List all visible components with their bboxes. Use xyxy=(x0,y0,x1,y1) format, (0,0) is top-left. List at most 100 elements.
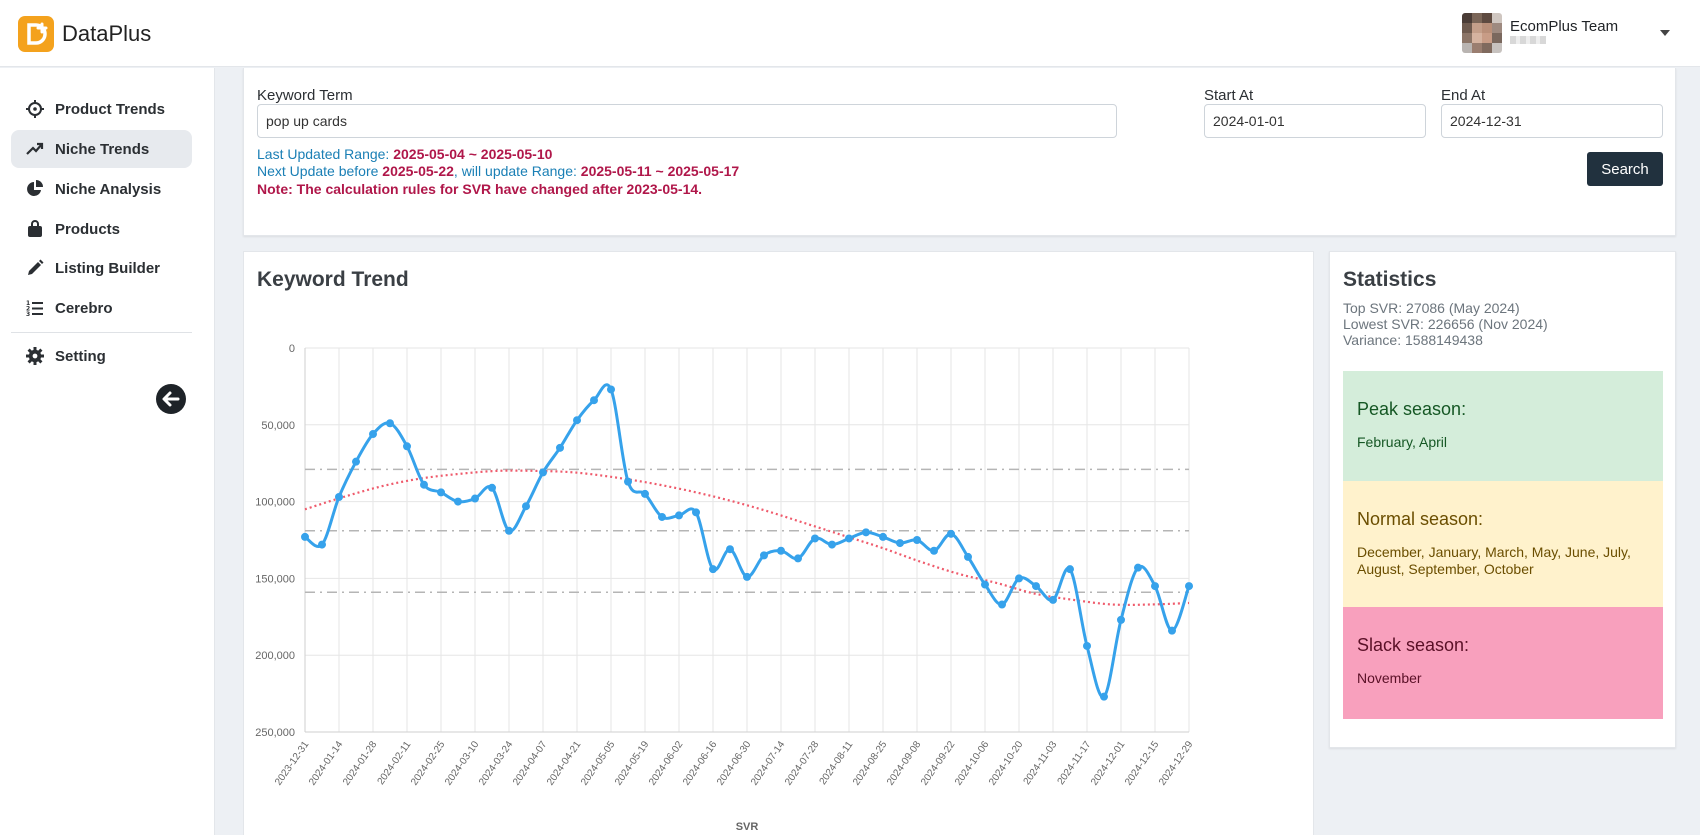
shopping-bag-icon xyxy=(28,220,42,237)
keyword-trend-card: Keyword Trend 0 50,000 100,000 150,000 200,0… xyxy=(243,251,1314,835)
sidebar-item-listing-builder[interactable]: Listing Builder xyxy=(11,249,192,287)
svr-data-point xyxy=(301,532,309,541)
svr-data-point xyxy=(1083,641,1091,650)
normal-season-title: Normal season: xyxy=(1357,509,1484,529)
slack-season-box: Slack season: November xyxy=(1343,607,1663,719)
x-tick-label: 2024-11-17 xyxy=(1056,739,1094,787)
start-at-label: Start At xyxy=(1204,87,1254,104)
svr-data-point xyxy=(879,532,887,541)
last-updated-line: Last Updated Range: 2025-05-04 ~ 2025-05… xyxy=(257,146,552,162)
sidebar-item-label: Niche Analysis xyxy=(55,180,162,198)
sidebar-item-label: Listing Builder xyxy=(55,259,160,277)
svr-data-point xyxy=(896,539,904,548)
dataplus-logo-icon[interactable] xyxy=(18,16,54,52)
sidebar-item-label: Niche Trends xyxy=(55,140,150,158)
x-tick-label: 2024-06-16 xyxy=(681,739,720,788)
peak-season-box: Peak season: February, April xyxy=(1343,371,1663,481)
pie-chart-icon xyxy=(27,180,43,196)
arrow-left-icon xyxy=(162,391,180,407)
svr-data-point xyxy=(386,419,394,428)
will-update-label: , will update Range: xyxy=(453,163,581,179)
keyword-input[interactable] xyxy=(257,104,1117,138)
svr-data-point xyxy=(641,489,649,498)
y-tick-label: 250,000 xyxy=(255,727,295,739)
x-tick-label: 2024-03-10 xyxy=(443,739,482,788)
x-tick-label: 2024-01-28 xyxy=(341,739,380,788)
svr-data-point xyxy=(845,534,853,543)
statistics-title: Statistics xyxy=(1343,268,1437,291)
sidebar-item-setting[interactable]: Setting xyxy=(11,337,192,375)
slack-season-months: November xyxy=(1357,670,1422,686)
svr-data-point xyxy=(556,443,564,452)
search-button[interactable]: Search xyxy=(1587,152,1663,186)
variance: Variance: 1588149438 xyxy=(1343,332,1483,348)
x-tick-label: 2024-08-11 xyxy=(818,739,856,787)
svr-data-point xyxy=(539,468,547,477)
sidebar: Product Trends Niche Trends Niche Analys… xyxy=(0,68,215,835)
top-bar: DataPlus EcomPlus Team xyxy=(0,0,1700,67)
svr-data-point xyxy=(1100,692,1108,701)
svr-data-point xyxy=(471,494,479,503)
x-tick-label: 2024-03-24 xyxy=(477,739,516,788)
slack-season-title: Slack season: xyxy=(1357,635,1470,655)
svr-data-point xyxy=(1134,563,1142,572)
x-tick-label: 2024-09-08 xyxy=(885,739,924,788)
keyword-trend-chart[interactable]: 0 50,000 100,000 150,000 200,000 250,0002023-… xyxy=(244,302,1315,835)
user-name[interactable]: EcomPlus Team xyxy=(1510,18,1619,35)
svr-data-point xyxy=(505,526,513,535)
x-tick-label: 2024-10-20 xyxy=(987,739,1026,788)
svr-data-point xyxy=(760,551,768,560)
svr-data-point xyxy=(930,546,938,555)
svr-data-point xyxy=(335,492,343,501)
sidebar-item-product-trends[interactable]: Product Trends xyxy=(11,90,192,128)
x-tick-label: 2024-02-25 xyxy=(409,739,448,788)
will-update-range: 2025-05-11 ~ 2025-05-17 xyxy=(580,163,740,179)
x-tick-label: 2024-04-21 xyxy=(545,739,584,788)
collapse-sidebar-button[interactable] xyxy=(156,384,186,414)
end-at-label: End At xyxy=(1441,87,1486,104)
x-tick-label: 2024-04-07 xyxy=(511,739,550,788)
calculation-note: Note: The calculation rules for SVR have… xyxy=(257,181,703,197)
x-tick-label: 2024-07-14 xyxy=(749,739,788,788)
pencil-icon xyxy=(28,259,44,275)
x-tick-label: 2024-02-11 xyxy=(376,739,414,787)
svr-data-point xyxy=(964,552,972,561)
avatar[interactable] xyxy=(1462,13,1502,53)
svr-data-point xyxy=(522,502,530,511)
x-tick-label: 2024-12-29 xyxy=(1157,739,1196,788)
svr-data-point xyxy=(709,565,717,574)
svr-data-point xyxy=(981,580,989,589)
svr-data-point xyxy=(590,396,598,405)
svr-data-point xyxy=(777,546,785,555)
x-tick-label: 2024-06-30 xyxy=(715,739,754,788)
x-tick-label: 2024-01-14 xyxy=(307,739,346,788)
list-icon: 123 xyxy=(26,300,43,318)
sidebar-item-niche-trends[interactable]: Niche Trends xyxy=(11,130,192,168)
end-at-input[interactable] xyxy=(1441,104,1663,138)
svr-data-point xyxy=(1032,582,1040,591)
svr-data-point xyxy=(369,430,377,439)
last-updated-range: 2025-05-04 ~ 2025-05-10 xyxy=(393,146,553,162)
next-update-line: Next Update before 2025-05-22, will upda… xyxy=(257,163,739,179)
lowest-svr: Lowest SVR: 226656 (Nov 2024) xyxy=(1343,316,1548,332)
sidebar-item-products[interactable]: Products xyxy=(11,210,192,248)
trending-up-icon xyxy=(26,142,44,155)
svr-data-point xyxy=(692,508,700,517)
y-tick-label: 200,000 xyxy=(255,650,295,662)
start-at-input[interactable] xyxy=(1204,104,1426,138)
chevron-down-icon[interactable] xyxy=(1658,26,1672,40)
x-tick-label: 2024-11-03 xyxy=(1022,739,1060,787)
y-tick-label: 150,000 xyxy=(255,573,295,585)
brand-name[interactable]: DataPlus xyxy=(62,21,152,46)
svr-data-point xyxy=(352,457,360,466)
peak-season-months: February, April xyxy=(1357,434,1447,450)
svr-data-point xyxy=(998,600,1006,609)
chart-title: Keyword Trend xyxy=(257,268,409,291)
svr-data-point xyxy=(1015,574,1023,583)
svr-data-point xyxy=(1066,565,1074,574)
sidebar-item-label: Cerebro xyxy=(55,299,113,317)
y-tick-label: 50,000 xyxy=(261,420,295,432)
sidebar-item-niche-analysis[interactable]: Niche Analysis xyxy=(11,170,192,208)
sidebar-item-label: Products xyxy=(55,220,121,238)
